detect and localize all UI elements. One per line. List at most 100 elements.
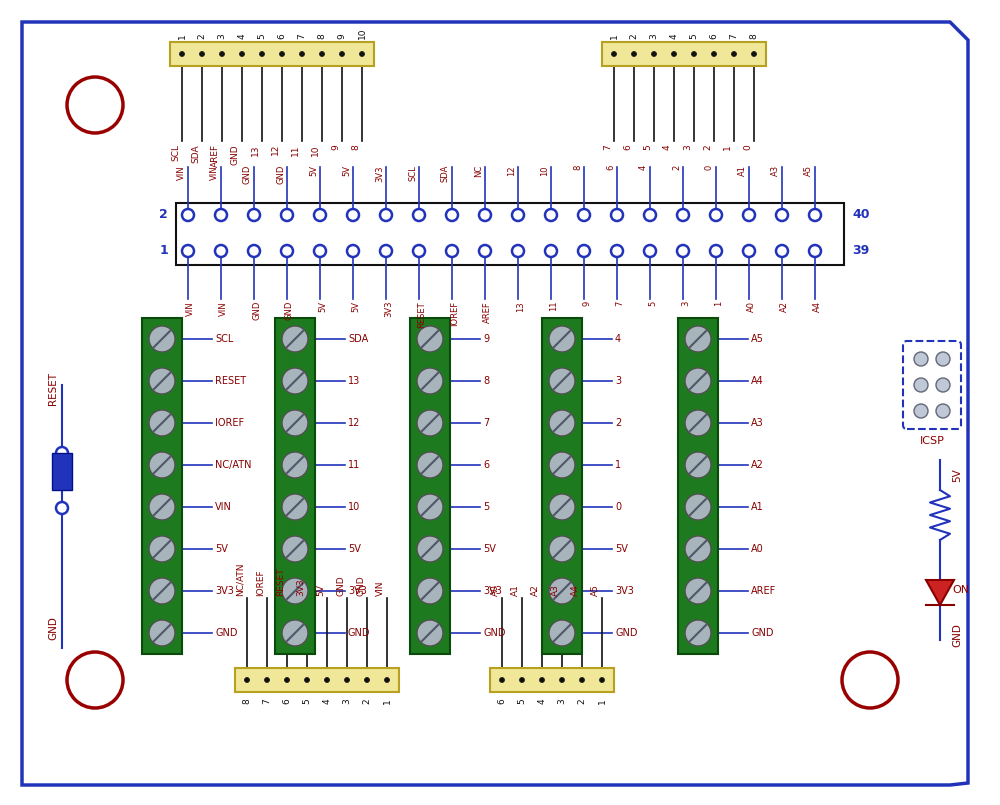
Circle shape	[677, 209, 689, 221]
Circle shape	[685, 578, 711, 604]
Circle shape	[220, 52, 224, 56]
Circle shape	[632, 52, 637, 56]
Circle shape	[549, 578, 575, 604]
Text: 1: 1	[178, 33, 186, 39]
Text: 5V: 5V	[316, 584, 325, 596]
Text: 6: 6	[483, 460, 489, 470]
Text: 4: 4	[538, 698, 546, 704]
Text: AREF: AREF	[483, 301, 492, 323]
Text: 3V3: 3V3	[375, 165, 384, 181]
Circle shape	[549, 452, 575, 478]
Text: 7: 7	[603, 144, 612, 150]
Circle shape	[417, 326, 443, 352]
Text: GND: GND	[231, 144, 240, 165]
Text: 11: 11	[348, 460, 360, 470]
Text: A3: A3	[771, 165, 780, 176]
Circle shape	[644, 245, 656, 257]
Circle shape	[149, 368, 175, 394]
Circle shape	[652, 52, 656, 56]
Text: 6: 6	[623, 144, 632, 150]
Text: 5V: 5V	[351, 301, 360, 312]
Text: NC: NC	[474, 165, 483, 177]
Polygon shape	[22, 22, 968, 785]
Circle shape	[417, 578, 443, 604]
Text: 2: 2	[578, 698, 586, 704]
Text: GND: GND	[615, 628, 638, 638]
Text: 2: 2	[703, 144, 712, 150]
Circle shape	[240, 52, 244, 56]
Circle shape	[549, 494, 575, 520]
Circle shape	[417, 536, 443, 562]
Text: A5: A5	[804, 165, 813, 176]
Circle shape	[612, 52, 616, 56]
Circle shape	[417, 410, 443, 436]
Circle shape	[182, 245, 194, 257]
Text: 5: 5	[258, 33, 266, 39]
Circle shape	[180, 52, 184, 56]
Circle shape	[417, 620, 443, 646]
Circle shape	[340, 52, 344, 56]
Text: 10: 10	[540, 165, 549, 175]
Text: 10: 10	[358, 27, 366, 39]
Text: 3V3: 3V3	[348, 586, 367, 596]
Text: 5V: 5V	[615, 544, 628, 554]
Text: 1: 1	[159, 245, 168, 258]
Circle shape	[611, 245, 623, 257]
Text: 4: 4	[663, 144, 672, 150]
Text: GND: GND	[336, 576, 345, 596]
Text: 1: 1	[598, 698, 606, 704]
Text: 5V: 5V	[952, 469, 962, 482]
Circle shape	[732, 52, 736, 56]
Circle shape	[710, 245, 722, 257]
Text: 3V3: 3V3	[215, 586, 234, 596]
Text: 5: 5	[483, 502, 489, 512]
Circle shape	[281, 245, 293, 257]
Text: 0: 0	[743, 144, 752, 150]
Circle shape	[182, 209, 194, 221]
Text: VIN: VIN	[215, 502, 232, 512]
Bar	[275, 318, 315, 654]
Text: 8: 8	[750, 33, 759, 39]
Circle shape	[149, 326, 175, 352]
Text: A0: A0	[491, 584, 500, 596]
Circle shape	[479, 209, 491, 221]
Circle shape	[324, 678, 330, 683]
Circle shape	[380, 245, 392, 257]
Circle shape	[282, 620, 308, 646]
Text: 3: 3	[342, 698, 352, 704]
Circle shape	[413, 209, 425, 221]
Text: 4: 4	[670, 33, 678, 39]
Text: 8: 8	[351, 144, 360, 150]
Text: 5V: 5V	[318, 301, 327, 312]
Circle shape	[644, 209, 656, 221]
Circle shape	[685, 326, 711, 352]
Text: GND: GND	[483, 628, 506, 638]
Text: 3: 3	[650, 33, 658, 39]
Text: 12: 12	[271, 144, 280, 155]
Text: 5V: 5V	[483, 544, 496, 554]
Circle shape	[280, 52, 285, 56]
Circle shape	[914, 352, 928, 366]
Circle shape	[712, 52, 716, 56]
Text: 7: 7	[615, 301, 624, 307]
Text: 13: 13	[251, 144, 260, 155]
Text: 6: 6	[710, 33, 718, 39]
Bar	[490, 668, 614, 692]
Circle shape	[384, 678, 390, 683]
Text: 3V3: 3V3	[384, 301, 393, 317]
Circle shape	[936, 404, 950, 418]
Text: 3V3: 3V3	[483, 586, 502, 596]
Text: 10: 10	[311, 144, 320, 155]
Text: GND: GND	[356, 576, 365, 596]
FancyBboxPatch shape	[903, 341, 961, 429]
Circle shape	[56, 502, 68, 514]
Bar	[170, 42, 374, 66]
Circle shape	[512, 245, 524, 257]
Circle shape	[200, 52, 205, 56]
Circle shape	[512, 209, 524, 221]
Text: SDA: SDA	[348, 334, 368, 344]
Text: 8: 8	[483, 376, 489, 386]
Text: RESET: RESET	[215, 376, 246, 386]
Text: 0: 0	[705, 165, 714, 170]
Text: GND: GND	[952, 623, 962, 647]
